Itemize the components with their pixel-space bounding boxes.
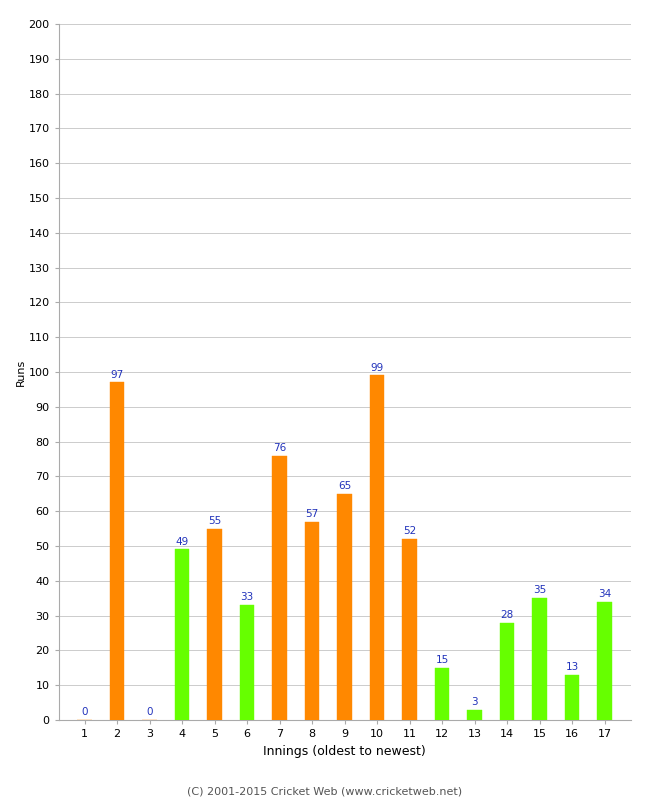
Bar [305,522,319,720]
Text: 28: 28 [500,610,514,620]
Text: 52: 52 [403,526,416,536]
Bar [500,622,514,720]
Bar [597,602,612,720]
Text: 33: 33 [240,592,254,602]
Text: 13: 13 [566,662,578,672]
Bar [272,455,287,720]
Text: 65: 65 [338,481,351,491]
Bar [435,668,449,720]
Text: 55: 55 [208,516,221,526]
Text: 97: 97 [111,370,124,380]
Text: 0: 0 [146,707,153,718]
Bar [467,710,482,720]
Bar [532,598,547,720]
Bar [565,674,579,720]
Text: 15: 15 [436,655,448,665]
Bar [402,539,417,720]
X-axis label: Innings (oldest to newest): Innings (oldest to newest) [263,745,426,758]
Text: 49: 49 [176,537,188,546]
Text: (C) 2001-2015 Cricket Web (www.cricketweb.net): (C) 2001-2015 Cricket Web (www.cricketwe… [187,786,463,796]
Y-axis label: Runs: Runs [16,358,25,386]
Bar [110,382,124,720]
Bar [337,494,352,720]
Text: 57: 57 [306,509,318,519]
Text: 3: 3 [471,697,478,706]
Text: 99: 99 [370,362,383,373]
Text: 76: 76 [273,442,286,453]
Text: 35: 35 [533,586,546,595]
Text: 0: 0 [81,707,88,718]
Bar [175,550,189,720]
Bar [370,375,384,720]
Text: 34: 34 [598,589,611,599]
Bar [240,605,254,720]
Bar [207,529,222,720]
